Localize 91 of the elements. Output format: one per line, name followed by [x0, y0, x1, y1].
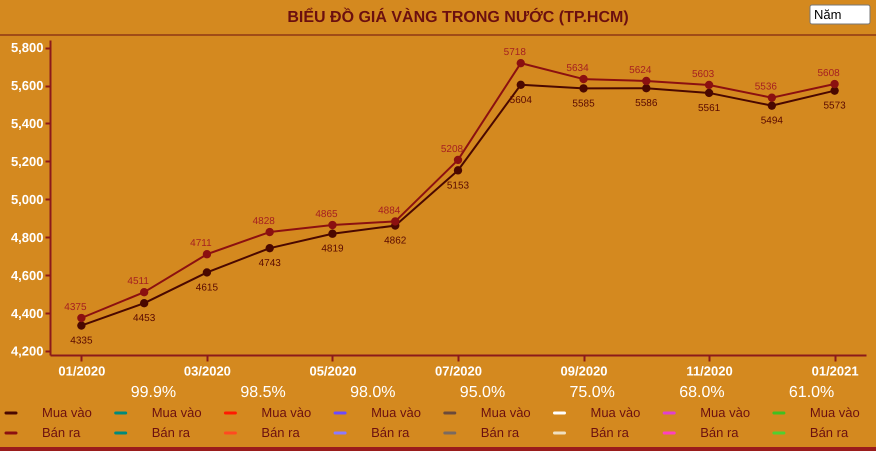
point [140, 299, 148, 308]
y-tick-label: 4,400 [10, 306, 44, 321]
data-label: 5603 [692, 68, 715, 80]
legend-label: Mua vào [590, 405, 640, 420]
point [579, 84, 588, 93]
point [328, 230, 337, 238]
point [642, 76, 650, 86]
chart-title: BIỂU ĐỒ GIÁ VÀNG TRONG NƯỚC (TP.HCM) [287, 7, 629, 26]
y-tick-label: 4,600 [10, 268, 44, 283]
legend-label: Bán ra [810, 425, 849, 440]
point [516, 58, 525, 68]
text: Năm [814, 7, 842, 22]
data-label: 5573 [823, 100, 846, 112]
y-tick-label: 5,000 [10, 192, 44, 207]
data-label: 4828 [252, 216, 276, 228]
data-label: 5608 [817, 68, 840, 80]
legend-label: Bán ra [480, 425, 520, 440]
data-label: 4884 [378, 205, 401, 216]
x-tick-label: 03/2020 [184, 364, 231, 378]
y-tick-label: 4,200 [10, 344, 44, 359]
y-tick-label: 5,200 [10, 154, 44, 169]
legend-label: Bán ra [371, 425, 410, 440]
text: 75.0% [570, 384, 615, 401]
legend-label: Mua vào [152, 405, 202, 420]
legend-label: Mua vào [42, 405, 92, 420]
text: 99.9% [130, 384, 176, 401]
y-tick-label: 5,600 [10, 78, 44, 94]
x-tick-label: 11/2020 [686, 364, 733, 378]
point [77, 321, 86, 330]
data-label: 5536 [754, 82, 778, 93]
y-tick-label: 4,800 [10, 230, 44, 245]
point [454, 156, 462, 164]
legend-label: Mua vào [371, 405, 421, 420]
point [768, 94, 776, 102]
point [391, 217, 400, 226]
data-label: 5604 [510, 94, 532, 106]
text: 98.5% [240, 384, 286, 401]
point [642, 84, 650, 92]
point [77, 314, 86, 322]
data-label: 5586 [635, 98, 658, 110]
data-label: 5585 [572, 98, 596, 110]
data-label: 5634 [566, 63, 590, 74]
legend-label: Bán ra [261, 425, 300, 440]
data-label: 4862 [384, 236, 407, 247]
data-label: 5624 [629, 64, 652, 76]
data-label: 4453 [133, 313, 156, 324]
data-label: 4335 [70, 336, 93, 347]
data-label: 4743 [258, 258, 282, 270]
legend-label: Bán ra [152, 425, 191, 440]
text: 95.0% [460, 384, 506, 401]
point [140, 288, 148, 296]
legend-label: Mua vào [810, 405, 860, 420]
legend-label: Mua vào [480, 405, 531, 420]
point [830, 80, 839, 88]
legend-label: Bán ra [590, 425, 630, 440]
x-tick-label: 09/2020 [560, 364, 608, 378]
point [266, 244, 274, 252]
point [266, 228, 274, 236]
point [704, 80, 714, 90]
data-label: 5208 [440, 144, 464, 155]
point [768, 101, 776, 110]
data-label: 4615 [196, 282, 218, 294]
data-label: 5718 [504, 47, 526, 58]
data-label: 5561 [698, 102, 721, 114]
data-label: 4511 [127, 276, 150, 288]
text: 98.0% [350, 384, 396, 401]
point [328, 220, 337, 230]
data-label: 4865 [315, 209, 338, 220]
point [454, 166, 462, 175]
x-tick-label: 01/2020 [58, 364, 106, 378]
data-label: 5153 [446, 180, 470, 192]
legend-label: Mua vào [261, 405, 312, 420]
x-tick-label: 05/2020 [309, 364, 356, 378]
data-label: 4375 [64, 302, 87, 313]
x-tick-label: 07/2020 [435, 364, 482, 378]
y-tick-label: 5,400 [10, 116, 44, 131]
y-tick-label: 5,800 [10, 40, 44, 56]
legend-label: Mua vào [700, 405, 750, 420]
text: 68.0% [679, 384, 725, 401]
point [516, 80, 525, 89]
point [202, 250, 212, 258]
legend-label: Bán ra [700, 425, 740, 440]
x-tick-label: 01/2021 [812, 364, 859, 378]
legend-label: Bán ra [42, 425, 82, 440]
point [579, 74, 588, 84]
point [704, 88, 714, 98]
data-label: 5494 [760, 116, 784, 127]
data-label: 4819 [321, 244, 344, 255]
data-label: 4711 [190, 238, 212, 250]
point [202, 268, 212, 277]
text: 61.0% [788, 384, 834, 401]
